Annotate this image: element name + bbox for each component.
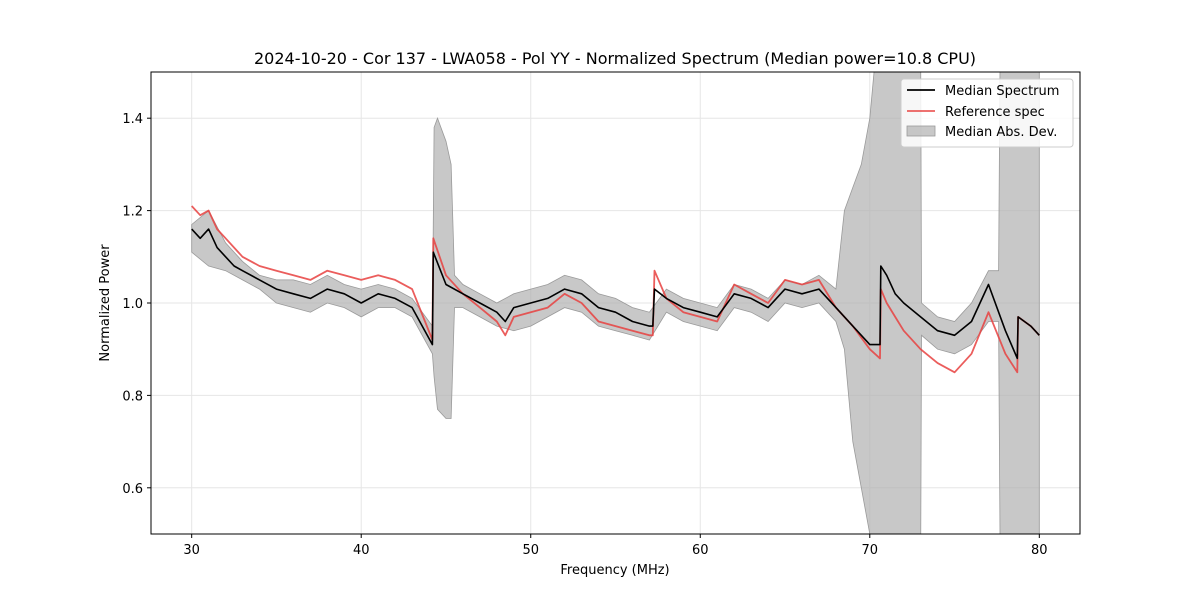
y-tick-label: 0.8 [122, 389, 143, 404]
y-axis-label: Normalized Power [98, 244, 113, 362]
x-tick-label: 50 [522, 543, 539, 558]
mad-band-area [191, 72, 1040, 534]
y-tick-label: 1.0 [122, 297, 143, 312]
median-spectrum-line [191, 228, 1040, 360]
reference-spectrum-line [191, 205, 1040, 374]
x-tick-label: 60 [692, 543, 709, 558]
x-tick-label: 80 [1031, 543, 1048, 558]
x-tick-label: 40 [353, 543, 370, 558]
legend-mad-label: Median Abs. Dev. [945, 125, 1057, 140]
legend: Median Spectrum Reference spec Median Ab… [900, 78, 1074, 148]
y-tick-label: 1.2 [122, 205, 143, 220]
x-axis-label: Frequency (MHz) [560, 563, 669, 578]
plot-layer [191, 72, 1040, 534]
legend-box [900, 78, 1074, 148]
x-tick-label: 30 [183, 543, 200, 558]
legend-reference-label: Reference spec [945, 105, 1045, 120]
x-tick-label: 70 [862, 543, 879, 558]
y-tick-label: 1.4 [122, 112, 143, 127]
y-tick-label: 0.6 [122, 482, 143, 497]
legend-mad-swatch [906, 125, 936, 137]
legend-median-label: Median Spectrum [945, 84, 1059, 99]
chart-title: 2024-10-20 - Cor 137 - LWA058 - Pol YY -… [254, 49, 976, 68]
ticks: 30 40 50 60 70 80 0.6 0.8 1.0 1.2 1.4 [122, 112, 1047, 558]
